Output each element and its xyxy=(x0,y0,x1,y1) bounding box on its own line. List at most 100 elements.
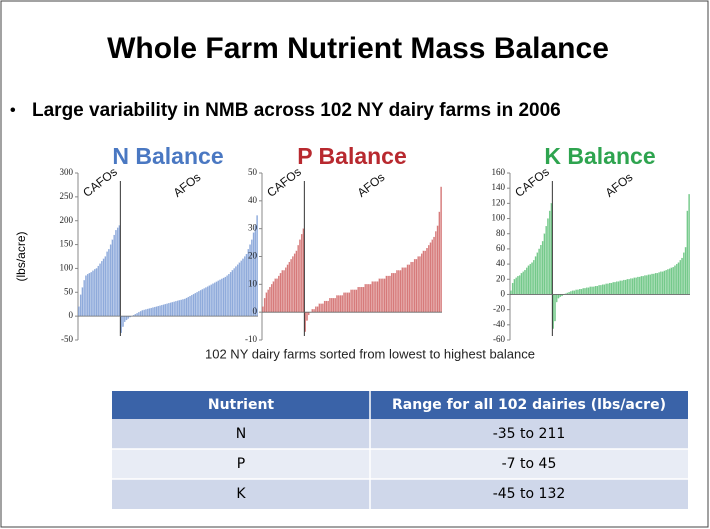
bar xyxy=(651,273,653,295)
bar xyxy=(102,258,105,317)
bar xyxy=(171,302,174,317)
y-axis-label: (lbs/acre) xyxy=(14,231,28,281)
bar xyxy=(681,257,683,295)
bar xyxy=(283,270,285,313)
y-tick-label: 100 xyxy=(492,213,506,223)
bar xyxy=(390,273,393,313)
bar xyxy=(101,261,103,317)
bar xyxy=(274,278,276,313)
y-tick-label: 80 xyxy=(496,228,506,238)
bar xyxy=(631,278,634,295)
bar xyxy=(626,279,629,295)
bar xyxy=(191,295,193,317)
bar xyxy=(318,303,321,313)
bar xyxy=(295,250,298,313)
bar xyxy=(97,265,100,317)
bar xyxy=(646,275,648,295)
bar xyxy=(511,282,514,295)
bar xyxy=(660,271,662,295)
bar xyxy=(95,268,98,317)
bar xyxy=(624,279,627,295)
bar xyxy=(146,308,149,317)
bar xyxy=(136,313,138,317)
y-tick-label: 0 xyxy=(253,306,258,316)
bar xyxy=(429,242,432,313)
bar xyxy=(375,281,377,313)
bar xyxy=(90,272,92,317)
bar xyxy=(145,309,147,317)
bar xyxy=(526,267,528,295)
y-tick-label: 50 xyxy=(64,286,74,296)
bar xyxy=(322,303,324,313)
bar xyxy=(199,290,202,317)
bar xyxy=(554,294,556,322)
bar xyxy=(633,277,636,295)
bar xyxy=(320,303,322,313)
y-tick-label: 300 xyxy=(60,167,74,177)
bar xyxy=(214,282,216,317)
table-row xyxy=(112,479,688,509)
bar xyxy=(148,308,151,317)
bullet-text: Large variability in NMB across 102 NY d… xyxy=(32,100,561,121)
bar xyxy=(577,289,579,295)
bar xyxy=(81,287,84,317)
y-tick-label: -20 xyxy=(493,304,505,314)
bar xyxy=(517,276,519,295)
chart-title: P Balance xyxy=(297,143,407,169)
bar xyxy=(531,262,533,295)
bar xyxy=(616,281,618,295)
y-tick-label: 120 xyxy=(492,197,506,207)
bar xyxy=(164,304,167,317)
bar xyxy=(125,316,128,321)
bar xyxy=(94,269,96,317)
bar xyxy=(433,236,435,313)
bar xyxy=(83,280,85,317)
bar xyxy=(175,301,177,317)
bar xyxy=(265,292,268,313)
bar xyxy=(533,260,535,295)
bar xyxy=(192,294,195,317)
bar xyxy=(686,210,689,295)
bar xyxy=(366,284,368,313)
bar xyxy=(376,281,379,313)
bar xyxy=(235,266,237,317)
bar xyxy=(290,259,292,313)
bar xyxy=(360,287,363,313)
bar xyxy=(540,245,542,295)
bar xyxy=(387,275,389,313)
bar xyxy=(189,296,191,317)
bar xyxy=(79,294,82,317)
bar xyxy=(162,304,165,317)
bar xyxy=(159,305,161,317)
bar xyxy=(299,239,301,313)
bar xyxy=(654,273,657,295)
bar xyxy=(254,225,257,317)
bar xyxy=(323,300,326,313)
bar xyxy=(640,276,643,295)
bar xyxy=(293,253,296,313)
table-header xyxy=(112,391,688,419)
bar xyxy=(591,286,593,295)
table-header-cell: Range for all 102 dairies (lbs/acre) xyxy=(392,397,666,413)
bar xyxy=(607,283,609,295)
bar xyxy=(353,289,356,313)
bar xyxy=(215,281,218,317)
bar xyxy=(369,284,372,313)
bar xyxy=(345,292,347,313)
bar xyxy=(270,284,273,313)
table-cell: -7 to 45 xyxy=(502,456,557,472)
bar xyxy=(422,250,425,313)
bar xyxy=(598,285,600,295)
bar xyxy=(428,245,430,313)
bar xyxy=(405,267,407,313)
chart-title: K Balance xyxy=(544,143,655,169)
bar xyxy=(99,263,101,317)
bar xyxy=(201,289,204,317)
bar xyxy=(628,279,630,295)
bar xyxy=(406,264,409,313)
bar xyxy=(187,296,190,317)
bar xyxy=(364,284,366,313)
bar xyxy=(288,261,291,313)
bar xyxy=(217,280,220,317)
bar xyxy=(667,269,669,295)
